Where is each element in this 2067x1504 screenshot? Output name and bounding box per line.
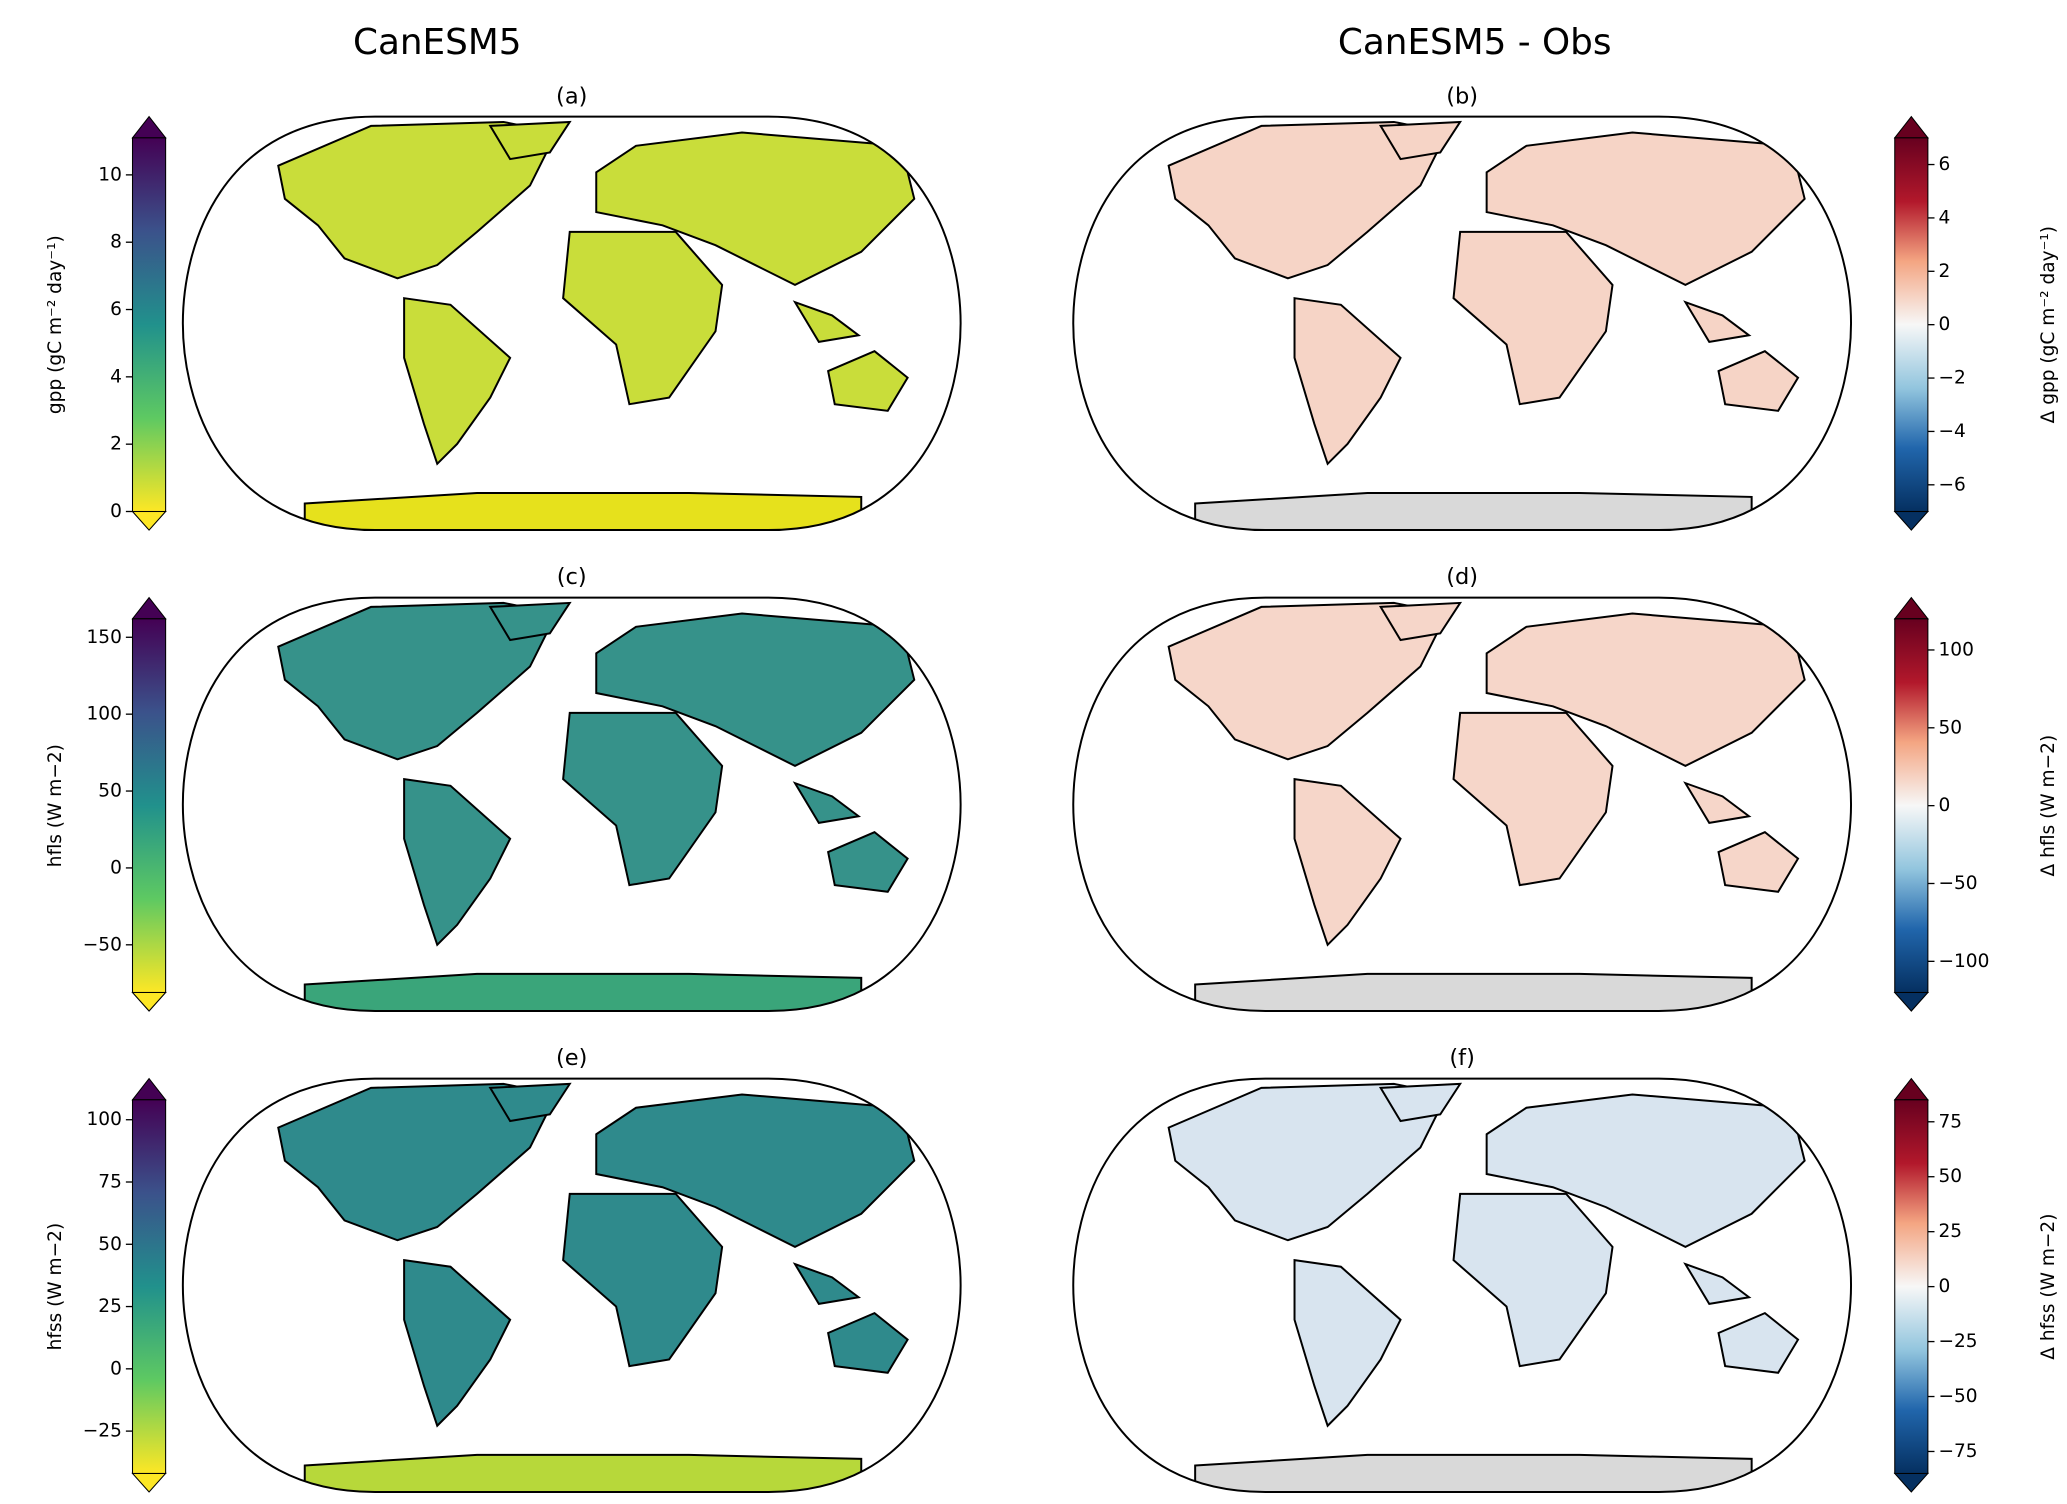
- colorbar-extend: [131, 991, 167, 1012]
- colorbar-extend: [1893, 596, 1929, 620]
- tick-label: 2: [1938, 261, 1950, 282]
- tick-label: 75: [1938, 1111, 1962, 1132]
- map: [1072, 596, 1853, 1013]
- map-outline: [181, 1077, 962, 1493]
- column-title: CanESM5: [353, 22, 521, 63]
- antarctica: [303, 491, 863, 531]
- tick-label: 25: [1938, 1221, 1962, 1242]
- tick-label: −2: [1938, 368, 1965, 389]
- tick-label: −4: [1938, 421, 1965, 442]
- tick-label: 100: [86, 1109, 121, 1130]
- colorbar-extend: [1893, 115, 1929, 139]
- tick-label: 100: [1938, 639, 1973, 660]
- tick-label: 50: [98, 1234, 122, 1255]
- map-outline: [1072, 596, 1853, 1013]
- colorbar-label: gpp (gC m⁻² day⁻¹): [45, 235, 66, 414]
- colorbar-label: Δ hfss (W m−2): [2038, 1214, 2059, 1360]
- tick-label: −50: [1938, 1386, 1977, 1407]
- panel-label: (f): [1449, 1045, 1475, 1071]
- tick-label: −50: [1938, 873, 1977, 894]
- panel-label: (e): [556, 1045, 587, 1071]
- map-land: [277, 601, 916, 1012]
- tick-label: 4: [1938, 207, 1950, 228]
- tick-label: 0: [110, 501, 122, 522]
- colorbar: [1894, 618, 1929, 994]
- colorbar-extend: [1893, 510, 1930, 531]
- colorbar-extend: [1893, 991, 1930, 1012]
- tick-label: −50: [83, 934, 122, 955]
- colorbar: [1894, 1099, 1929, 1474]
- tick-label: 6: [1938, 154, 1950, 175]
- colorbar: [131, 618, 167, 994]
- tick-label: 2: [110, 434, 122, 455]
- tick-label: 100: [86, 704, 121, 725]
- antarctica: [1194, 491, 1753, 531]
- map-outline: [1072, 1077, 1853, 1493]
- colorbar-extend: [131, 510, 167, 531]
- colorbar: [131, 1099, 167, 1474]
- colorbar-label: hfss (W m−2): [45, 1223, 66, 1351]
- map-land: [1167, 601, 1806, 1012]
- colorbar-extend: [131, 115, 167, 139]
- colorbar-label: hfls (W m−2): [45, 744, 66, 867]
- tick-label: 4: [110, 366, 122, 387]
- map-outline: [1072, 115, 1853, 532]
- colorbar: [1894, 137, 1929, 513]
- colorbar-label: Δ gpp (gC m⁻² day⁻¹): [2038, 226, 2059, 423]
- continents: [277, 1082, 916, 1427]
- colorbar-extend: [1893, 1077, 1929, 1101]
- map: [181, 115, 962, 532]
- map-outline: [181, 115, 962, 532]
- column-title: CanESM5 - Obs: [1338, 22, 1612, 63]
- map-outline: [181, 596, 962, 1013]
- tick-label: 0: [110, 857, 122, 878]
- tick-label: 25: [98, 1296, 122, 1317]
- tick-label: 0: [1938, 1276, 1950, 1297]
- tick-label: −25: [83, 1421, 122, 1442]
- panel-label: (d): [1446, 564, 1478, 590]
- tick-label: −6: [1938, 474, 1965, 495]
- map-land: [1167, 1082, 1806, 1492]
- tick-label: 75: [98, 1172, 122, 1193]
- antarctica: [1194, 972, 1753, 1012]
- colorbar-extend: [131, 1077, 167, 1101]
- colorbar-extend: [131, 1472, 167, 1493]
- antarctica: [1194, 1453, 1753, 1492]
- map: [1072, 1077, 1853, 1493]
- tick-label: 0: [1938, 795, 1950, 816]
- continents: [1167, 601, 1806, 946]
- antarctica: [303, 1453, 863, 1492]
- tick-label: 150: [86, 627, 121, 648]
- tick-label: 0: [1938, 314, 1950, 335]
- antarctica: [303, 972, 863, 1012]
- tick-label: 50: [1938, 1166, 1962, 1187]
- tick-label: −100: [1938, 951, 1989, 972]
- panel-label: (c): [557, 564, 587, 590]
- tick-label: 6: [110, 299, 122, 320]
- continents: [277, 120, 916, 465]
- map: [1072, 115, 1853, 532]
- tick-label: 8: [110, 232, 122, 253]
- tick-label: −25: [1938, 1331, 1977, 1352]
- colorbar-label: Δ hfls (W m−2): [2038, 735, 2059, 877]
- map: [181, 1077, 962, 1493]
- continents: [1167, 120, 1806, 465]
- panel-label: (b): [1446, 83, 1478, 109]
- continents: [1167, 1082, 1806, 1427]
- tick-label: −75: [1938, 1441, 1977, 1462]
- tick-label: 10: [98, 164, 122, 185]
- map-land: [277, 1082, 916, 1492]
- panel-label: (a): [556, 83, 587, 109]
- map: [181, 596, 962, 1013]
- tick-label: 50: [1938, 717, 1962, 738]
- colorbar-extend: [1893, 1472, 1930, 1493]
- tick-label: 50: [98, 781, 122, 802]
- tick-label: 0: [110, 1358, 122, 1379]
- continents: [277, 601, 916, 946]
- map-land: [1167, 120, 1806, 531]
- colorbar-extend: [131, 596, 167, 620]
- map-land: [277, 120, 916, 531]
- colorbar: [131, 137, 167, 513]
